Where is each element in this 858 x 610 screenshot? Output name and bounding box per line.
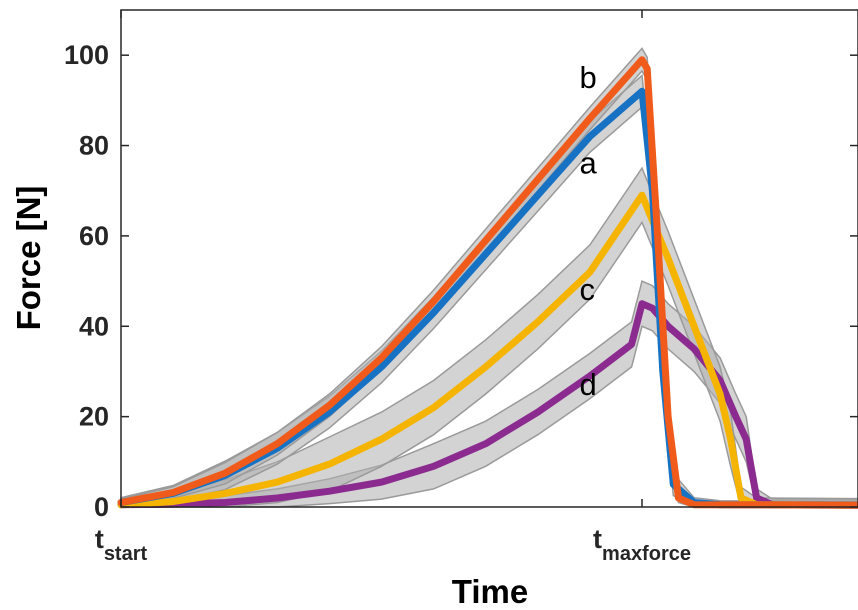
y-tick-label: 60 (79, 221, 109, 251)
x-tick-label-start: tstart (95, 524, 148, 565)
y-axis-ticks: 0 20 40 60 80 100 (64, 40, 858, 522)
y-tick-label: 80 (79, 131, 109, 161)
annotation-d: d (579, 367, 596, 402)
series-line-b (117, 56, 858, 509)
y-tick-label: 0 (94, 492, 109, 522)
plot-frame (120, 9, 858, 508)
series-line-d (117, 300, 858, 509)
band-c (120, 166, 858, 508)
series-annotations: b a c d (579, 60, 597, 402)
confidence-bands (120, 47, 858, 508)
series-line-c (117, 191, 858, 509)
x-axis-ticks: tstart tmaxforce (95, 10, 691, 565)
annotation-c: c (579, 272, 595, 307)
band-d (120, 280, 858, 508)
y-axis-title: Force [N] (10, 186, 47, 331)
x-axis-title: Time (452, 573, 528, 610)
annotation-b: b (579, 60, 596, 95)
annotation-a: a (579, 146, 597, 181)
y-tick-label: 20 (79, 402, 109, 432)
y-tick-label: 40 (79, 311, 109, 341)
x-tick-label-maxforce: tmaxforce (593, 524, 691, 565)
y-tick-label: 100 (64, 40, 109, 70)
series-lines (117, 56, 858, 509)
